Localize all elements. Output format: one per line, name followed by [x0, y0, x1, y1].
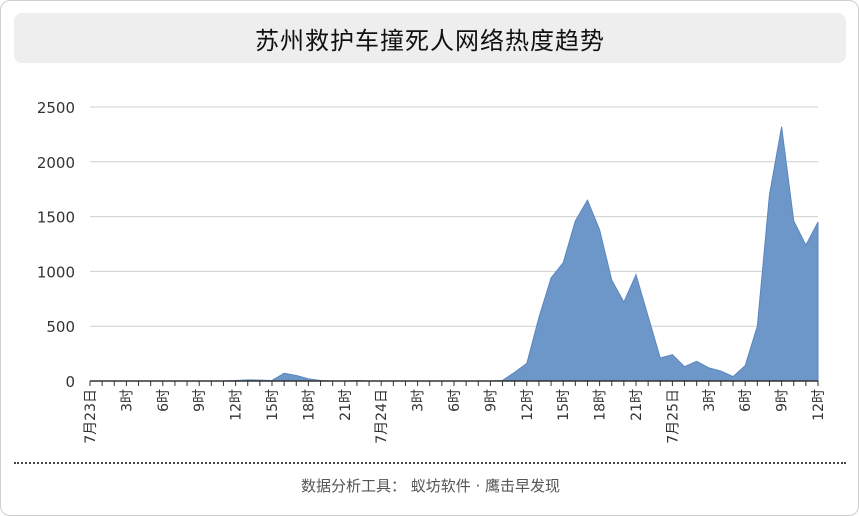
data-point — [768, 193, 770, 195]
series-area — [90, 126, 819, 382]
x-tick-label: 15时 — [556, 389, 572, 421]
y-tick-label: 1500 — [37, 209, 75, 227]
x-tick-label: 9时 — [192, 389, 208, 412]
x-tick-label: 21时 — [629, 389, 645, 421]
data-point — [611, 279, 613, 281]
x-tick-label: 21时 — [338, 389, 354, 421]
y-tick-label: 0 — [65, 373, 75, 391]
x-tick-label: 15时 — [265, 389, 281, 421]
y-tick-label: 2000 — [37, 154, 75, 172]
data-point — [562, 261, 564, 263]
data-point — [647, 315, 649, 317]
x-tick-label: 3时 — [702, 389, 718, 412]
data-point — [659, 357, 661, 359]
data-point — [550, 277, 552, 279]
data-point — [744, 364, 746, 366]
title-bar: 苏州救护车撞死人网络热度趋势 — [14, 13, 846, 63]
data-point — [586, 199, 588, 201]
footer-credit: 数据分析工具： 蚁坊软件 · 鹰击早发现 — [300, 477, 561, 495]
data-point — [683, 366, 685, 368]
y-tick-label: 1000 — [37, 263, 75, 281]
x-tick-label: 9时 — [775, 389, 791, 412]
data-point — [623, 301, 625, 303]
data-point — [708, 367, 710, 369]
x-tick-label: 3时 — [411, 389, 427, 412]
x-tick-label: 12时 — [229, 389, 245, 421]
x-tick-label: 18时 — [301, 389, 317, 421]
x-tick-label: 9时 — [483, 389, 499, 412]
x-tick-label: 7月23日 — [83, 389, 99, 444]
data-point — [538, 316, 540, 318]
chart-title: 苏州救护车撞死人网络热度趋势 — [255, 26, 605, 55]
data-point — [307, 378, 309, 380]
footer-divider — [14, 462, 846, 464]
data-point — [283, 372, 285, 374]
y-tick-label: 2500 — [37, 99, 75, 117]
data-point — [817, 221, 819, 223]
data-point — [526, 362, 528, 364]
x-tick-label: 6时 — [447, 389, 463, 412]
x-tick-label: 7月24日 — [374, 389, 390, 444]
data-point — [513, 371, 515, 373]
data-point — [732, 375, 734, 377]
x-tick-label: 6时 — [738, 389, 754, 412]
y-tick-label: 500 — [46, 318, 75, 336]
data-point — [671, 354, 673, 356]
x-tick-label: 7月25日 — [665, 389, 681, 444]
data-point — [695, 360, 697, 362]
data-point — [756, 325, 758, 327]
data-point — [295, 374, 297, 376]
data-point — [720, 370, 722, 372]
data-point — [780, 126, 782, 128]
x-tick-label: 12时 — [811, 389, 827, 421]
data-point — [793, 220, 795, 222]
x-tick-label: 3时 — [119, 389, 135, 412]
x-tick-label: 6时 — [156, 389, 172, 412]
data-point — [805, 244, 807, 246]
x-tick-label: 12时 — [520, 389, 536, 421]
data-point — [574, 220, 576, 222]
data-point — [635, 273, 637, 275]
x-tick-label: 18时 — [593, 389, 609, 421]
data-point — [598, 229, 600, 231]
